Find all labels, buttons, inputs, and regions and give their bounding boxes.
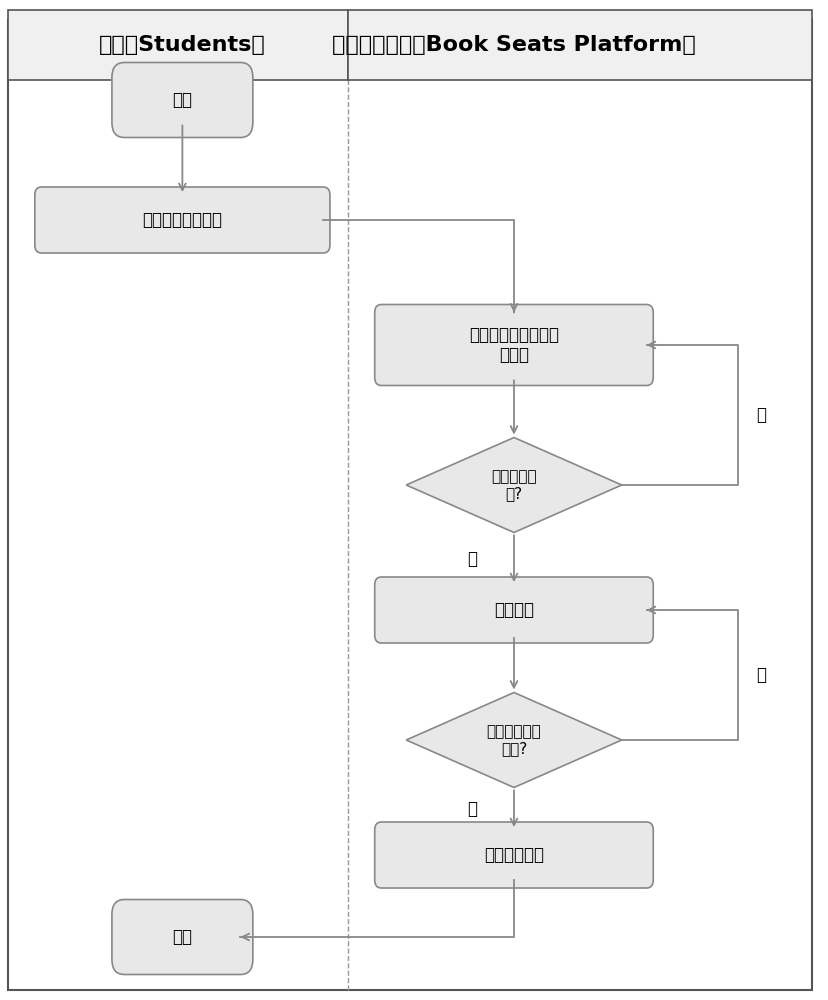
Text: 选择座位: 选择座位	[493, 601, 533, 619]
Text: 否: 否	[467, 800, 477, 818]
FancyBboxPatch shape	[112, 900, 253, 974]
FancyBboxPatch shape	[112, 62, 253, 137]
FancyBboxPatch shape	[374, 304, 652, 385]
Text: 判断是否重复
预定?: 判断是否重复 预定?	[486, 724, 541, 756]
FancyBboxPatch shape	[374, 577, 652, 643]
Polygon shape	[406, 692, 621, 788]
Text: 显示预定成功: 显示预定成功	[484, 846, 543, 864]
Text: 是: 是	[467, 550, 477, 568]
Text: 结束: 结束	[172, 928, 192, 946]
Text: 用户是否合
法?: 用户是否合 法?	[490, 469, 537, 501]
Text: 学生（Students）: 学生（Students）	[99, 35, 266, 55]
Text: 进入座位预定平台: 进入座位预定平台	[142, 211, 222, 229]
Polygon shape	[406, 438, 621, 532]
Text: 座位预定平台（Book Seats Platform）: 座位预定平台（Book Seats Platform）	[332, 35, 695, 55]
Text: 开始: 开始	[172, 91, 192, 109]
FancyBboxPatch shape	[35, 187, 330, 253]
Bar	[348, 10, 811, 80]
Text: 否: 否	[755, 406, 765, 424]
FancyBboxPatch shape	[374, 822, 652, 888]
Text: 是: 是	[755, 666, 765, 684]
Text: 输入统一认证用户名
和密码: 输入统一认证用户名 和密码	[469, 326, 558, 364]
Bar	[8, 10, 348, 80]
